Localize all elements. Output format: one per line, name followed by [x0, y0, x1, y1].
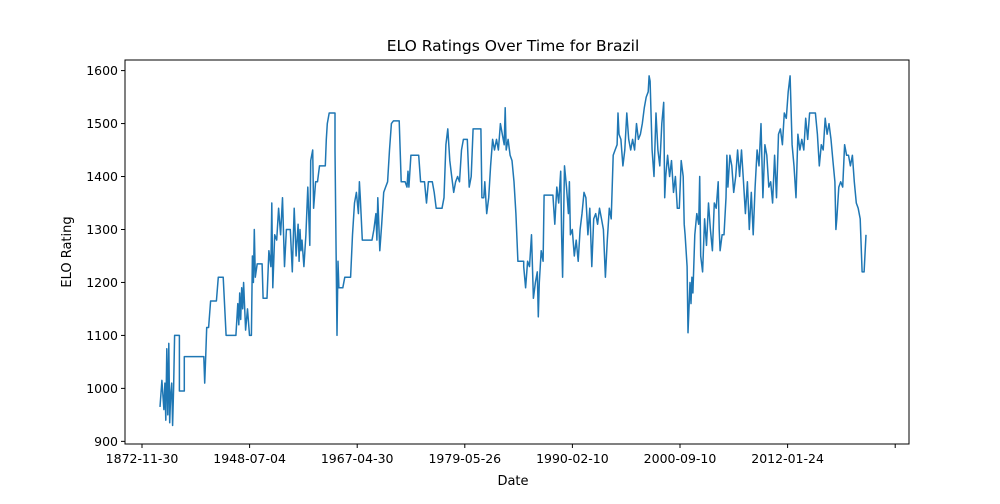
- y-tick-label: 900: [94, 434, 118, 449]
- x-axis-label: Date: [497, 474, 528, 489]
- x-tick-label: 2000-09-10: [644, 451, 717, 466]
- chart-title: ELO Ratings Over Time for Brazil: [387, 37, 640, 55]
- x-tick-label: 1872-11-30: [106, 451, 179, 466]
- y-tick-label: 1400: [86, 169, 118, 184]
- plot-frame: [124, 59, 910, 445]
- x-tick-label: 1979-05-26: [428, 451, 501, 466]
- x-tick-label: 1967-04-30: [321, 451, 394, 466]
- y-tick-label: 1300: [86, 222, 118, 237]
- y-tick-label: 1000: [86, 381, 118, 396]
- y-tick-label: 1600: [86, 63, 118, 78]
- series-line-brazil: [159, 75, 867, 427]
- y-tick-label: 1100: [86, 328, 118, 343]
- y-tick-label: 1200: [86, 275, 118, 290]
- x-tick-label: 1948-07-04: [213, 451, 286, 466]
- y-axis-label: ELO Rating: [60, 216, 75, 287]
- x-tick-label: 1990-02-10: [536, 451, 609, 466]
- y-tick-label: 1500: [86, 116, 118, 131]
- x-tick-label: 2012-01-24: [751, 451, 824, 466]
